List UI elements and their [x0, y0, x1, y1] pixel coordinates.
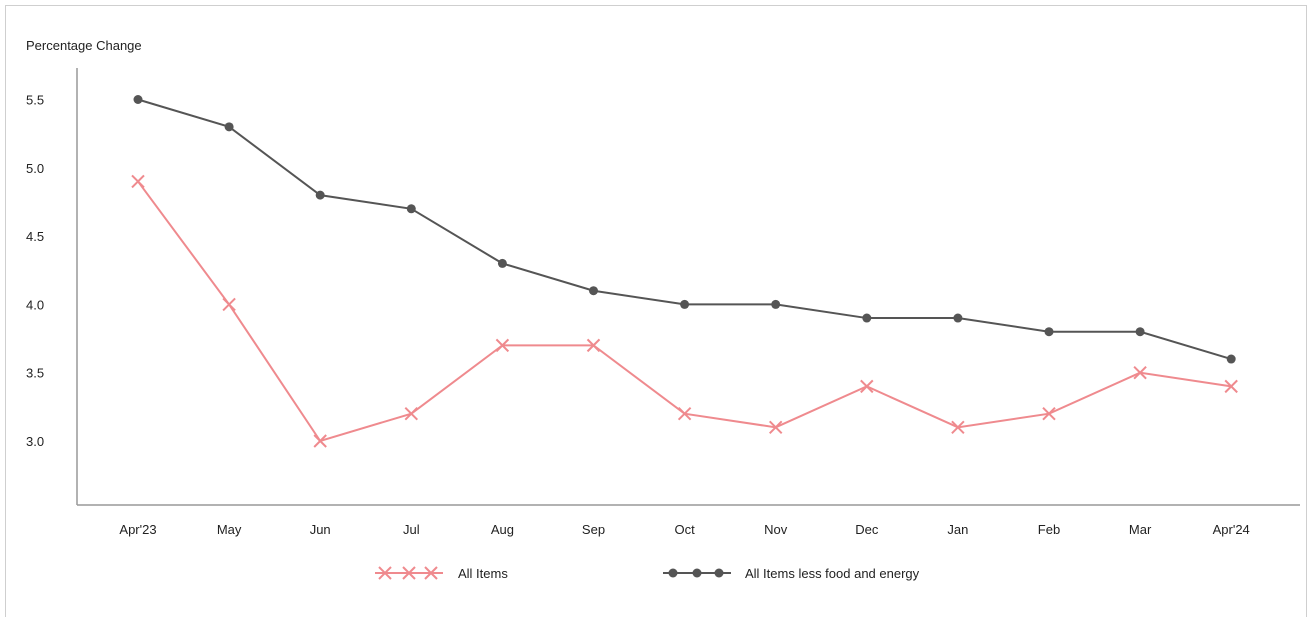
data-point-dot-marker: [224, 122, 234, 132]
x-tick-label: Feb: [1038, 522, 1060, 537]
series-core-items: [133, 95, 1236, 364]
x-tick-label: Dec: [855, 522, 879, 537]
x-tick-label: Nov: [764, 522, 788, 537]
legend-dot-marker: [692, 568, 702, 578]
data-point-x-marker: [768, 420, 783, 435]
data-point-x-marker: [586, 338, 601, 353]
data-point-x-marker: [222, 297, 236, 312]
y-tick-label: 3.0: [26, 434, 44, 449]
x-tick-label: Aug: [491, 522, 514, 537]
data-point-x-marker: [131, 174, 145, 189]
x-tick-label: Sep: [582, 522, 605, 537]
legend-item: All Items less food and energy: [663, 566, 920, 581]
y-axis-title: Percentage Change: [26, 38, 142, 53]
data-point-dot-marker: [862, 313, 872, 323]
data-point-dot-marker: [315, 190, 325, 200]
data-point-x-marker: [951, 420, 965, 435]
data-point-x-marker: [495, 338, 510, 353]
series-line: [137, 98, 1232, 360]
legend: All Items All Items less food and energy: [375, 566, 920, 581]
y-tick-label: 4.5: [26, 229, 44, 244]
data-point-dot-marker: [406, 204, 416, 214]
data-point-x-marker: [1224, 379, 1238, 394]
x-tick-label: Jan: [947, 522, 968, 537]
y-tick-label: 5.5: [26, 93, 44, 108]
data-point-x-marker: [313, 434, 327, 448]
series-all-items: [131, 174, 1238, 448]
series-layer: [131, 95, 1238, 448]
data-point-dot-marker: [1135, 327, 1145, 337]
x-tick-label: Jul: [403, 522, 420, 537]
legend-x-marker: [402, 566, 416, 580]
legend-dot-marker: [714, 568, 724, 578]
x-tick-label: Mar: [1129, 522, 1152, 537]
legend-label: All Items less food and energy: [745, 566, 920, 581]
data-point-dot-marker: [133, 95, 143, 104]
data-point-dot-marker: [497, 258, 507, 268]
data-point-x-marker: [677, 406, 692, 421]
x-tick-label: Oct: [674, 522, 695, 537]
chart-frame: [5, 5, 1307, 617]
x-tick-label: May: [217, 522, 242, 537]
x-tick-label: Jun: [310, 522, 331, 537]
legend-x-marker: [424, 566, 438, 580]
legend-dot-marker: [668, 568, 678, 578]
data-point-x-marker: [1133, 365, 1147, 380]
y-tick-labels: 3.0 3.5 4.0 4.5 5.0 5.5: [26, 93, 44, 450]
legend-item: All Items: [375, 566, 508, 581]
data-point-dot-marker: [1226, 354, 1236, 364]
legend-x-marker: [378, 566, 392, 580]
data-point-dot-marker: [771, 299, 781, 309]
series-line: [137, 180, 1232, 443]
x-tick-label: Apr'24: [1213, 522, 1250, 537]
data-point-dot-marker: [680, 299, 690, 309]
data-point-x-marker: [1042, 406, 1056, 421]
legend-label: All Items: [458, 566, 508, 581]
y-tick-label: 4.0: [26, 297, 44, 312]
x-tick-label: Apr'23: [119, 522, 156, 537]
y-tick-label: 5.0: [26, 161, 44, 176]
data-point-x-marker: [404, 406, 419, 421]
y-tick-label: 3.5: [26, 366, 44, 381]
data-point-dot-marker: [953, 313, 963, 323]
data-point-dot-marker: [1044, 327, 1054, 337]
x-tick-labels: Apr'23 May Jun Jul Aug Sep Oct Nov Dec Jan Feb Mar A…: [119, 522, 1249, 537]
data-point-x-marker: [860, 379, 874, 394]
data-point-dot-marker: [589, 286, 598, 296]
